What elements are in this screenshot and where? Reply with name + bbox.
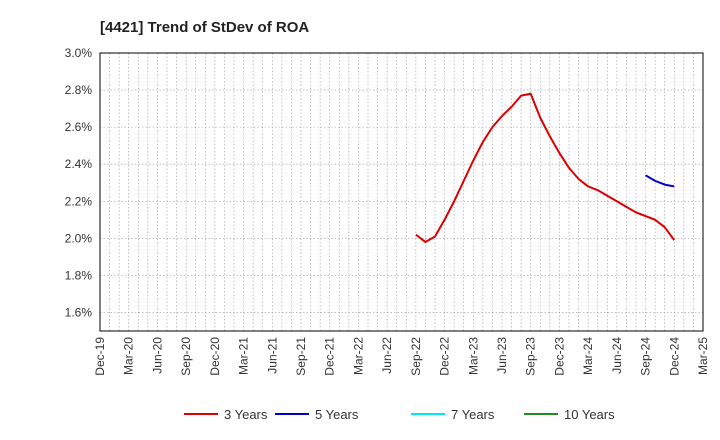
x-tick-label: Sep-24 bbox=[639, 337, 653, 376]
y-tick-label: 2.8% bbox=[65, 83, 93, 97]
legend-label: 5 Years bbox=[315, 407, 359, 422]
x-tick-label: Dec-19 bbox=[93, 337, 107, 376]
x-tick-label: Mar-22 bbox=[351, 337, 365, 375]
series-line-3-years bbox=[415, 92, 676, 244]
x-tick-label: Sep-20 bbox=[179, 337, 193, 376]
legend: 3 Years 5 Years 7 Years 10 Years bbox=[184, 407, 615, 422]
x-tick-label: Dec-24 bbox=[667, 337, 681, 376]
x-tick-label: Mar-23 bbox=[466, 337, 480, 375]
y-tick-label: 3.0% bbox=[65, 46, 93, 60]
x-tick-label: Sep-22 bbox=[409, 337, 423, 376]
x-tick-label: Dec-20 bbox=[208, 337, 222, 376]
legend-label: 3 Years bbox=[224, 407, 268, 422]
legend-label: 10 Years bbox=[564, 407, 615, 422]
legend-label: 7 Years bbox=[451, 407, 495, 422]
x-tick-label: Jun-20 bbox=[150, 337, 164, 374]
x-axis: Dec-19 Mar-20 Jun-20 Sep-20 Dec-20 Mar-21 Jun-… bbox=[93, 337, 710, 376]
x-tick-label: Dec-21 bbox=[323, 337, 337, 376]
y-tick-label: 1.8% bbox=[65, 268, 93, 282]
chart-title: [4421] Trend of StDev of ROA bbox=[100, 19, 309, 36]
grid bbox=[100, 53, 703, 331]
x-tick-label: Jun-22 bbox=[380, 337, 394, 374]
y-tick-label: 2.2% bbox=[65, 194, 93, 208]
x-tick-label: Mar-21 bbox=[237, 337, 251, 375]
y-tick-label: 2.4% bbox=[65, 157, 93, 171]
series-lines bbox=[415, 92, 676, 244]
y-axis: 1.6% 1.8% 2.0% 2.2% 2.4% 2.6% 2.8% 3.0% bbox=[65, 46, 93, 319]
x-tick-label: Mar-24 bbox=[581, 337, 595, 375]
y-tick-label: 2.6% bbox=[65, 120, 93, 134]
x-tick-label: Jun-21 bbox=[265, 337, 279, 374]
x-tick-label: Mar-25 bbox=[696, 337, 710, 375]
x-tick-label: Dec-23 bbox=[552, 337, 566, 376]
y-tick-label: 1.6% bbox=[65, 305, 93, 319]
x-tick-label: Sep-21 bbox=[294, 337, 308, 376]
x-tick-label: Sep-23 bbox=[524, 337, 538, 376]
series-line-5-years bbox=[645, 174, 675, 188]
y-tick-label: 2.0% bbox=[65, 231, 93, 245]
x-tick-label: Jun-23 bbox=[495, 337, 509, 374]
x-tick-label: Jun-24 bbox=[610, 337, 624, 374]
x-tick-label: Dec-22 bbox=[438, 337, 452, 376]
x-tick-label: Mar-20 bbox=[122, 337, 136, 375]
plot-area-border bbox=[99, 52, 704, 332]
